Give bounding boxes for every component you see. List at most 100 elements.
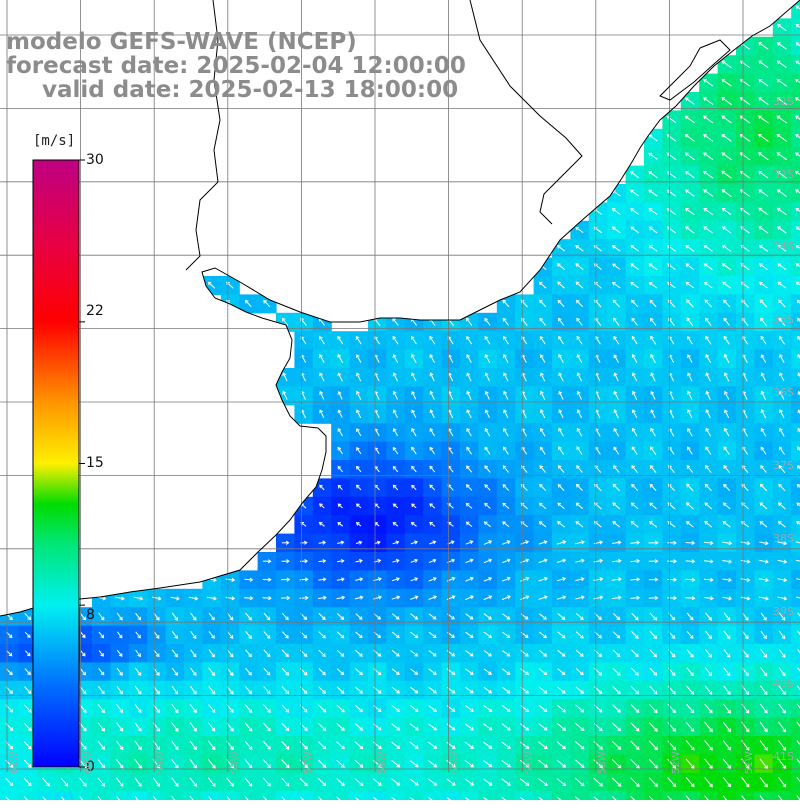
field-cell [718,791,737,800]
field-cell [534,791,553,800]
field-cell [791,405,800,424]
lon-label: 52W [671,751,682,774]
lat-label: 38S [773,532,794,545]
lon-label: 55W [450,751,461,774]
colorbar-gradient [33,160,79,767]
field-cell [791,110,800,129]
field-cell [791,74,800,93]
field-cell [589,791,608,800]
field-cell [442,791,461,800]
field-cell [74,791,93,800]
colorbar-unit: [m/s] [33,133,75,149]
field-cell [791,18,800,37]
field-cell [791,442,800,461]
field-cell [791,773,800,792]
lon-label: 53W [597,751,608,774]
field-cell [791,644,800,663]
field-cell [754,791,773,800]
field-cell [478,791,497,800]
lon-label: 59W [156,751,167,774]
field-cell [791,129,800,148]
lon-label: 51W [744,751,755,774]
lon-label: 61W [9,751,20,774]
colorbar-tick-8: 8 [86,607,95,623]
field-cell [791,718,800,737]
lon-label: 58W [230,751,241,774]
field-cell [773,791,792,800]
field-cell [239,791,258,800]
field-cell [202,791,221,800]
field-cell [791,258,800,277]
colorbar-tick-30: 30 [86,152,104,168]
field-cell [791,37,800,56]
field-cell [791,276,800,295]
field-cell [221,791,240,800]
field-cell [184,791,203,800]
field-cell [147,791,166,800]
field-cell [166,791,185,800]
lat-label: 34S [773,240,794,253]
field-cell [55,791,74,800]
field-cell [791,478,800,497]
field-cell [644,791,663,800]
field-cell [331,791,350,800]
lat-label: 32S [773,95,794,108]
field-cell [791,147,800,166]
field-cell [791,202,800,221]
field-cell [423,791,442,800]
field-cell [791,423,800,442]
field-cell [313,791,332,800]
field-cell [276,791,295,800]
field-cell [368,791,387,800]
field-cell [552,791,571,800]
field-cell [18,791,37,800]
lon-label: 57W [303,751,314,774]
field-cell [294,791,313,800]
field-cell [791,626,800,645]
field-cell [791,699,800,718]
field-cell [460,791,479,800]
field-cell [129,791,148,800]
field-cell [791,294,800,313]
field-cell [607,791,626,800]
field-cell [497,791,516,800]
lon-label: 54W [524,751,535,774]
field-cell [37,791,56,800]
colorbar-tick-15: 15 [86,455,104,471]
field-cell [386,791,405,800]
lat-label: 40S [773,677,794,690]
lon-label: 60W [83,751,94,774]
field-cell [662,791,681,800]
field-cell [92,791,111,800]
field-cell [791,552,800,571]
colorbar-tick-22: 22 [86,303,104,319]
field-cell [791,184,800,203]
field-cell [791,368,800,387]
field-cell [791,570,800,589]
field-cell [699,791,718,800]
lat-label: 39S [773,605,794,618]
field-cell [350,791,369,800]
field-cell [681,791,700,800]
lon-label: 56W [377,751,388,774]
field-cell [791,221,800,240]
lat-label: 41S [773,750,794,763]
field-cell [570,791,589,800]
field-cell [0,791,19,800]
field-cell [791,331,800,350]
field-cell [405,791,424,800]
field-cell [791,55,800,74]
field-cell [258,791,277,800]
lat-label: 33S [773,168,794,181]
field-cell [110,791,129,800]
field-cell [791,497,800,516]
field-cell [626,791,645,800]
colorbar [33,160,85,768]
lat-label: 35S [773,313,794,326]
field-cell [515,791,534,800]
field-cell [791,350,800,369]
field-cell [736,791,755,800]
lat-label: 37S [773,459,794,472]
